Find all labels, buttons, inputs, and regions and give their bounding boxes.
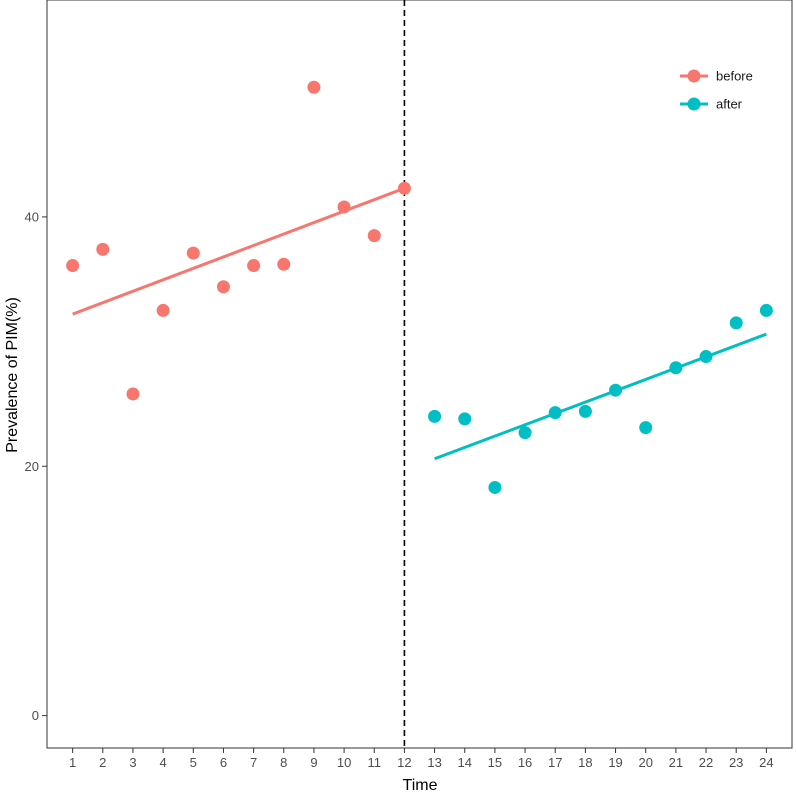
point-before-10 (337, 200, 351, 214)
x-tick-label-5: 5 (190, 755, 197, 770)
x-tick-label-17: 17 (548, 755, 562, 770)
x-tick-label-14: 14 (458, 755, 472, 770)
legend: before after (680, 69, 753, 112)
trend-lines (72, 186, 767, 461)
point-before-2 (96, 242, 110, 256)
x-tick-label-10: 10 (337, 755, 351, 770)
x-tick-label-1: 1 (69, 755, 76, 770)
x-tick-label-19: 19 (608, 755, 622, 770)
point-after-20 (639, 421, 653, 435)
point-before-7 (247, 259, 261, 273)
y-tick-label-20: 20 (25, 459, 39, 474)
point-before-8 (277, 257, 291, 271)
point-after-18 (578, 404, 592, 418)
x-tick-label-21: 21 (669, 755, 683, 770)
y-axis-title: Prevalence of PIM(%) (4, 297, 21, 453)
point-after-15 (488, 480, 502, 494)
x-tick-label-7: 7 (250, 755, 257, 770)
point-after-22 (699, 350, 713, 364)
data-points (66, 80, 773, 494)
x-tick-label-24: 24 (759, 755, 773, 770)
point-after-16 (518, 426, 532, 440)
x-tick-label-11: 11 (368, 755, 382, 770)
x-tick-label-15: 15 (488, 755, 502, 770)
x-tick-label-2: 2 (99, 755, 106, 770)
point-after-19 (609, 383, 623, 397)
point-before-1 (66, 259, 80, 273)
x-axis: 1 2 3 4 5 6 7 8 9 10 11 12 13 14 15 16 17 18 19 20 21 22 23 24 (69, 748, 774, 770)
point-after-23 (729, 316, 743, 330)
point-before-5 (186, 246, 200, 260)
point-after-21 (669, 361, 683, 375)
x-tick-label-16: 16 (518, 755, 532, 770)
legend-key-point-before (687, 69, 701, 83)
legend-key-point-after (687, 97, 701, 111)
y-tick-label-0: 0 (32, 708, 39, 723)
x-tick-label-6: 6 (220, 755, 227, 770)
trend-line-after (434, 332, 767, 461)
legend-label-after: after (716, 97, 743, 112)
x-axis-title: Time (403, 777, 438, 793)
point-after-14 (458, 412, 472, 426)
x-tick-label-9: 9 (310, 755, 317, 770)
x-tick-label-3: 3 (129, 755, 136, 770)
panel-border (46, 0, 793, 749)
x-tick-label-23: 23 (729, 755, 743, 770)
x-tick-label-13: 13 (427, 755, 441, 770)
x-tick-label-22: 22 (699, 755, 713, 770)
point-before-11 (367, 229, 381, 243)
point-before-3 (126, 387, 140, 401)
x-tick-label-18: 18 (578, 755, 592, 770)
x-tick-label-4: 4 (160, 755, 167, 770)
x-tick-label-8: 8 (280, 755, 287, 770)
point-after-17 (548, 406, 562, 420)
point-before-6 (216, 280, 230, 294)
point-after-24 (759, 303, 773, 317)
x-tick-label-20: 20 (638, 755, 652, 770)
point-before-12 (397, 181, 411, 195)
y-tick-label-40: 40 (25, 209, 39, 224)
point-before-4 (156, 303, 170, 317)
point-before-9 (307, 80, 321, 94)
y-axis: 0 20 40 (25, 209, 47, 723)
x-tick-label-12: 12 (397, 755, 411, 770)
legend-label-before: before (716, 69, 753, 84)
point-after-13 (428, 409, 442, 423)
trend-line-before (72, 186, 405, 316)
